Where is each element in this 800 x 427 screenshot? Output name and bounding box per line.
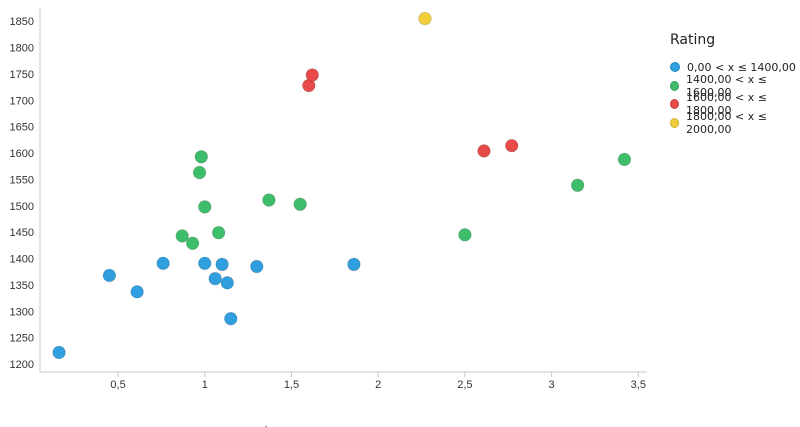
data-point[interactable]: [185, 236, 200, 250]
legend-item[interactable]: 0,00 < x ≤ 1400,00: [670, 58, 800, 77]
y-tick-label: 1200: [10, 359, 34, 371]
x-tick-label: 1,5: [284, 379, 299, 391]
data-point[interactable]: [198, 256, 212, 271]
data-point[interactable]: [250, 259, 264, 274]
legend-label: 1600,00 < x ≤ 1800,00: [686, 91, 767, 118]
legend-swatch: [670, 99, 680, 110]
legend-item[interactable]: 1600,00 < x ≤ 1800,00: [670, 91, 800, 117]
data-point[interactable]: [52, 345, 66, 360]
legend-items: 0,00 < x ≤ 1400,00 1400,00 < x ≤ 1600,00 1…: [670, 58, 800, 136]
data-point[interactable]: [192, 165, 207, 180]
data-point[interactable]: [458, 228, 472, 242]
y-tick-label: 1500: [10, 201, 34, 213]
data-point[interactable]: [505, 138, 519, 153]
data-point[interactable]: [347, 257, 361, 272]
x-tick-label: 2,5: [457, 379, 472, 391]
legend-swatch: [670, 117, 680, 128]
legend-label: 1400,00 < x ≤ 1600,00: [686, 72, 767, 99]
legend-label: 0,00 < x ≤ 1400,00: [687, 60, 796, 74]
data-point[interactable]: [293, 197, 307, 211]
legend-label: 1800,00 < x ≤ 2000,00: [686, 109, 767, 136]
y-tick-label: 1700: [10, 95, 34, 107]
x-tick-label: 3,5: [631, 379, 646, 391]
data-point[interactable]: [477, 144, 491, 158]
data-point[interactable]: [215, 257, 229, 272]
legend-swatch: [670, 62, 680, 73]
data-point[interactable]: [224, 312, 238, 326]
data-points: [52, 11, 632, 360]
x-tick-label: 1: [202, 379, 208, 391]
data-point[interactable]: [194, 150, 208, 164]
y-axis-ticks: 1200 1250 1300 1350 1400 1450 1500 1550 1600 1650…: [10, 16, 34, 371]
legend-title: Rating: [670, 32, 716, 48]
y-tick-label: 1750: [10, 69, 34, 81]
y-tick-label: 1400: [10, 254, 34, 266]
y-tick-label: 1850: [10, 16, 34, 28]
legend: Rating 0,00 < x ≤ 1400,00 1400,00 < x ≤ 1…: [670, 32, 800, 136]
data-point[interactable]: [262, 193, 276, 207]
data-point[interactable]: [198, 200, 212, 214]
data-point[interactable]: [305, 68, 319, 82]
footer-mark: .: [264, 418, 267, 427]
legend-item[interactable]: 1800,00 < x ≤ 2000,00: [670, 110, 800, 136]
data-point[interactable]: [175, 229, 189, 243]
x-tick-label: 0,5: [110, 379, 125, 391]
y-tick-label: 1300: [10, 306, 34, 318]
data-point[interactable]: [418, 11, 432, 26]
legend-swatch: [670, 80, 680, 91]
x-tick-label: 2: [375, 379, 381, 391]
data-point[interactable]: [570, 178, 585, 192]
y-tick-label: 1250: [10, 333, 34, 345]
data-point[interactable]: [102, 268, 117, 283]
data-point[interactable]: [220, 276, 235, 290]
y-tick-label: 1350: [10, 280, 34, 292]
data-point[interactable]: [130, 285, 144, 299]
data-point[interactable]: [156, 256, 170, 271]
y-tick-label: 1450: [10, 227, 34, 239]
y-tick-label: 1550: [10, 174, 34, 186]
y-tick-label: 1600: [10, 148, 34, 160]
y-tick-label: 1800: [10, 43, 34, 55]
axes: [39, 8, 647, 373]
data-point[interactable]: [211, 226, 226, 240]
data-point[interactable]: [617, 152, 632, 167]
x-tick-label: 3: [549, 379, 555, 391]
data-point[interactable]: [208, 271, 222, 286]
x-axis-ticks: 0,5 1 1,5 2 2,5 3 3,5: [110, 372, 646, 391]
legend-item[interactable]: 1400,00 < x ≤ 1600,00: [670, 73, 800, 99]
y-tick-label: 1650: [10, 122, 34, 134]
